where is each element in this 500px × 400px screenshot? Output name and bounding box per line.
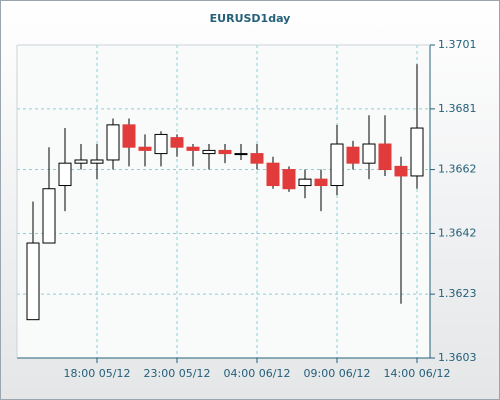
candle-body xyxy=(298,178,312,187)
candle-body xyxy=(42,188,56,244)
candle-body xyxy=(186,146,200,151)
candle-body xyxy=(282,169,296,190)
candle-body xyxy=(378,143,392,171)
candle-body xyxy=(266,162,280,187)
candle-body xyxy=(330,143,344,187)
candle-body xyxy=(234,153,248,156)
candle-body xyxy=(346,146,360,164)
candle-body xyxy=(250,153,264,164)
candle-body xyxy=(218,149,232,155)
candle-body xyxy=(170,137,184,148)
candle-body xyxy=(394,165,408,177)
candle-body xyxy=(26,242,40,321)
candle-body xyxy=(314,178,328,187)
x-tick-label: 04:00 06/12 xyxy=(224,367,291,380)
x-tick-label: 23:00 05/12 xyxy=(144,367,211,380)
chart-title: EURUSD1day xyxy=(210,12,291,25)
candle-body xyxy=(154,133,168,155)
y-tick-label: 1.3701 xyxy=(438,38,477,51)
candle-body xyxy=(362,143,376,164)
y-tick-label: 1.3623 xyxy=(438,287,477,300)
y-tick-label: 1.3603 xyxy=(438,351,477,364)
candle-body xyxy=(90,159,104,164)
x-tick-label: 09:00 06/12 xyxy=(304,367,371,380)
x-tick-label: 14:00 06/12 xyxy=(384,367,451,380)
candle-body xyxy=(106,124,120,161)
y-tick-label: 1.3642 xyxy=(438,226,477,239)
candle-body xyxy=(74,159,88,164)
candle-body xyxy=(138,146,152,151)
x-tick-label: 18:00 05/12 xyxy=(64,367,131,380)
candle-body xyxy=(58,162,72,187)
y-tick-label: 1.3681 xyxy=(438,102,477,115)
candle-body xyxy=(410,127,424,177)
candle-body xyxy=(122,124,136,148)
plot-area xyxy=(17,45,430,358)
candle-body xyxy=(202,149,216,155)
y-tick-label: 1.3662 xyxy=(438,163,477,176)
